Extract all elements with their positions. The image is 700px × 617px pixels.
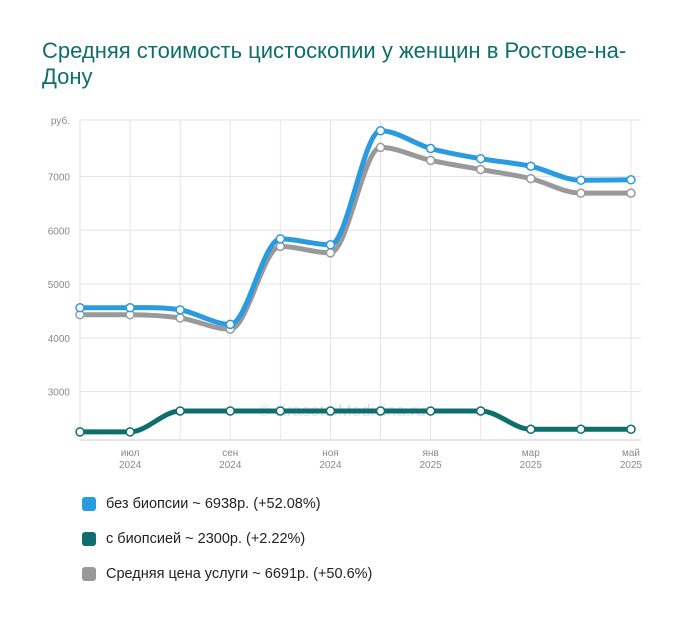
data-point (526, 173, 536, 184)
data-point (325, 406, 336, 416)
x-tick-year: 2025 (620, 460, 643, 471)
data-point (475, 164, 486, 175)
axis-labels: 30004000500060007000руб.июл2024сен2024но… (48, 115, 643, 471)
data-point (475, 406, 486, 416)
series-line-0 (77, 144, 634, 332)
x-tick-year: 2024 (319, 460, 342, 471)
y-tick-label: 5000 (48, 280, 71, 291)
data-point (425, 143, 436, 154)
x-tick-label: май (622, 448, 640, 459)
data-point (576, 188, 586, 198)
legend-swatch (82, 496, 96, 511)
x-tick-label: ноя (322, 448, 339, 459)
data-point (425, 406, 436, 416)
x-tick-label: сен (222, 448, 238, 459)
y-tick-label: 4000 (48, 334, 71, 345)
data-point (626, 175, 636, 185)
data-point (275, 406, 286, 416)
x-tick-label: июл (121, 448, 140, 459)
legend-swatch (82, 531, 96, 546)
chart-title: Средняя стоимость цистоскопии у женщин в… (42, 38, 627, 89)
legend-label: без биопсии ~ 6938р. (+52.08%) (106, 495, 321, 512)
data-point (425, 155, 436, 166)
data-point (375, 126, 386, 136)
series-points (75, 126, 636, 437)
y-tick-label: 7000 (48, 172, 71, 183)
legend-swatch (82, 566, 96, 581)
legend-item[interactable]: с биопсией ~ 2300р. (+2.22%) (82, 521, 372, 556)
x-tick-year: 2024 (119, 460, 142, 471)
x-tick-year: 2024 (219, 460, 242, 471)
legend-label: Средняя цена услуги ~ 6691р. (+50.6%) (106, 565, 373, 582)
data-point (375, 406, 386, 416)
data-point (75, 427, 85, 437)
data-point (275, 234, 286, 244)
data-point (626, 188, 636, 198)
data-point (375, 142, 386, 153)
data-point (175, 313, 185, 323)
x-tick-year: 2025 (420, 460, 443, 471)
legend-label: с биопсией ~ 2300р. (+2.22%) (106, 530, 306, 547)
data-point (175, 406, 185, 416)
data-point (225, 406, 236, 416)
data-point (75, 302, 85, 313)
data-point (526, 424, 536, 434)
data-point (576, 424, 586, 434)
data-point (526, 161, 536, 172)
grid (79, 119, 641, 441)
legend: без биопсии ~ 6938р. (+52.08%) с биопсией… (82, 486, 372, 591)
data-point (125, 302, 135, 313)
data-point (475, 153, 486, 164)
data-point (225, 319, 236, 330)
x-tick-label: мар (522, 448, 540, 459)
series-line-1 (77, 128, 634, 327)
data-point (626, 424, 636, 434)
legend-item[interactable]: без биопсии ~ 6938р. (+52.08%) (82, 486, 372, 521)
data-point (175, 305, 185, 315)
data-point (325, 248, 336, 258)
y-tick-label: 3000 (48, 388, 71, 399)
legend-item[interactable]: Средняя цена услуги ~ 6691р. (+50.6%) (82, 556, 372, 591)
data-point (576, 175, 586, 185)
x-tick-year: 2025 (520, 460, 543, 471)
series-lines (77, 128, 634, 435)
data-point (325, 240, 336, 250)
x-tick-label: янв (423, 448, 439, 459)
y-tick-label: 6000 (48, 226, 71, 237)
y-unit-label: руб. (51, 115, 70, 127)
data-point (125, 427, 135, 437)
